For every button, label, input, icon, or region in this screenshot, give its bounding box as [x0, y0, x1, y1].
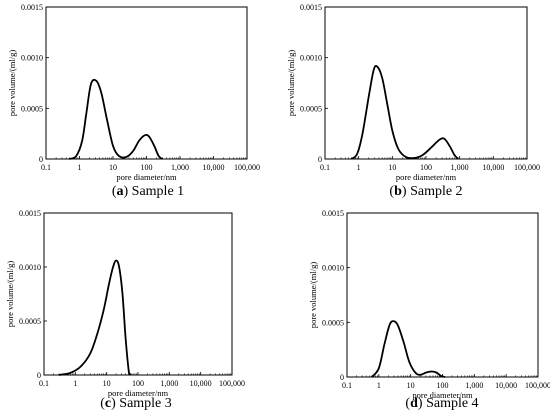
series-line: [371, 320, 446, 378]
x-tick-label: 100,000: [234, 163, 260, 172]
chart-panel: 0.1 1 10 100 1,000 10,000 100,000 0 0.0005 0.0010…: [5, 209, 245, 398]
caption-letter: d: [410, 396, 418, 411]
y-tick-label: 0.0010: [19, 263, 41, 272]
caption-text: Sample 2: [410, 184, 463, 199]
x-tick-label: 100,000: [514, 163, 540, 172]
y-tick-label: 0: [340, 373, 344, 382]
x-tick-label: 100,000: [219, 379, 245, 388]
y-tick-label: 0.0005: [322, 318, 344, 327]
plot-frame: [43, 212, 233, 376]
x-tick-label: 10: [407, 381, 415, 390]
x-tick-label: 1: [73, 379, 77, 388]
plot-frame: [324, 6, 528, 160]
x-tick-label: 10,000: [203, 163, 225, 172]
x-tick-label: 1,000: [171, 163, 189, 172]
x-tick-label: 1: [357, 163, 361, 172]
y-axis-title: pore volume/(ml/g): [308, 262, 318, 329]
x-tick-label: 10: [109, 163, 117, 172]
x-axis-title: pore diameter/nm: [108, 388, 169, 398]
caption-letter: b: [394, 184, 402, 199]
x-tick-label: 1: [78, 163, 82, 172]
caption-text: Sample 3: [119, 396, 172, 411]
y-tick-label: 0.0015: [300, 3, 322, 12]
x-tick-label: 0.1: [41, 163, 51, 172]
y-tick-label: 0.0005: [19, 317, 41, 326]
y-axis-title: pore volume/(ml/g): [286, 50, 296, 117]
y-tick-label: 0.0015: [19, 209, 41, 218]
x-tick-label: 10,000: [482, 163, 504, 172]
caption-letter: c: [104, 396, 112, 411]
y-tick-label: 0.0015: [21, 3, 43, 12]
series-line: [58, 259, 132, 376]
panel-caption: (a) Sample 1: [111, 184, 185, 199]
y-tick-label: 0.0010: [300, 54, 322, 63]
y-tick-label: 0: [37, 371, 41, 380]
y-tick-label: 0.0005: [21, 104, 43, 113]
chart-panel: 0.1 1 10 100 1,000 10,000 100,000 0 0.0005 0.0010…: [308, 209, 550, 400]
x-tick-label: 100: [420, 163, 432, 172]
x-tick-label: 100: [437, 381, 449, 390]
y-tick-label: 0.0015: [322, 209, 344, 218]
x-tick-label: 1,000: [465, 381, 483, 390]
x-tick-label: 10: [103, 379, 111, 388]
chart-panel: 0.1 1 10 100 1,000 10,000 100,000 0 0.0005 0.0010…: [286, 3, 540, 182]
x-tick-label: 10: [388, 163, 396, 172]
caption-letter: a: [116, 184, 124, 199]
y-tick-label: 0: [318, 155, 322, 164]
y-tick-label: 0.0005: [300, 104, 322, 113]
x-tick-label: 10,000: [495, 381, 517, 390]
y-axis-title: pore volume/(ml/g): [7, 50, 17, 117]
series-line: [69, 78, 164, 160]
x-axis-title: pore diameter/nm: [412, 390, 473, 400]
x-tick-label: 100: [132, 379, 144, 388]
x-tick-label: 1: [377, 381, 381, 390]
chart-panel: 0.1 1 10 100 1,000 10,000 100,000 0 0.0005 0.0010…: [7, 3, 260, 182]
panel-caption: (b) Sample 2: [389, 184, 463, 199]
plot-frame: [346, 212, 539, 378]
series-line: [350, 64, 459, 160]
y-axis-title: pore volume/(ml/g): [5, 261, 15, 328]
x-tick-label: 0.1: [39, 379, 49, 388]
caption-text: Sample 1: [131, 184, 185, 199]
x-tick-label: 100: [141, 163, 153, 172]
x-tick-label: 0.1: [342, 381, 352, 390]
panel-caption: (c) Sample 3: [100, 396, 172, 411]
x-axis-title: pore diameter/nm: [396, 172, 457, 182]
x-tick-label: 100,000: [525, 381, 550, 390]
panel-caption: (d) Sample 4: [405, 396, 479, 411]
x-tick-label: 1,000: [451, 163, 469, 172]
y-tick-label: 0: [39, 155, 43, 164]
y-tick-label: 0.0010: [21, 54, 43, 63]
x-tick-label: 10,000: [190, 379, 212, 388]
x-tick-label: 1,000: [160, 379, 178, 388]
x-tick-label: 0.1: [320, 163, 330, 172]
plot-frame: [45, 6, 248, 160]
x-axis-title: pore diameter/nm: [116, 172, 177, 182]
y-tick-label: 0.0010: [322, 264, 344, 273]
caption-text: Sample 4: [426, 396, 479, 411]
